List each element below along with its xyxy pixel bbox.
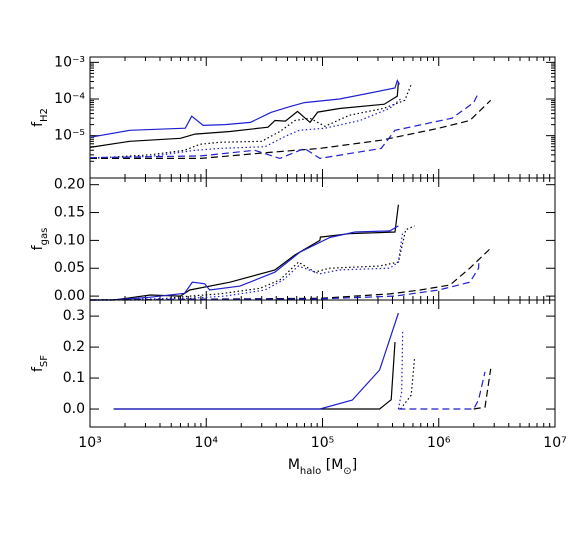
x-tick-label: 10³ (78, 435, 101, 451)
plot-frame (89, 177, 556, 301)
series-line (90, 225, 415, 301)
series-line (89, 247, 492, 301)
series-line (89, 231, 404, 301)
y-tick-label: 0.10 (54, 232, 85, 248)
x-axis-label-part: [M (321, 457, 343, 473)
x-tick-label: 10⁶ (427, 435, 451, 451)
x-tick-label: 10⁴ (195, 435, 219, 451)
series-line (473, 368, 492, 410)
y-tick-label: 0.1 (63, 370, 85, 386)
x-tick-label: 10⁵ (311, 435, 334, 451)
y-tick-label: 0.2 (63, 339, 85, 355)
series-line (89, 98, 401, 159)
y-tick-label: 0.00 (54, 288, 85, 304)
y-tick-label: 0.20 (54, 177, 85, 193)
y-axis-label-part: gas (39, 228, 50, 246)
series-line (397, 329, 404, 410)
y-tick-label: 10⁻⁴ (54, 91, 85, 107)
y-axis-label: fgas (30, 228, 50, 251)
series-line (113, 312, 399, 410)
plot-frame (89, 56, 556, 179)
x-tick-label: 10⁷ (543, 435, 566, 451)
series-line (90, 204, 399, 301)
series-line (89, 263, 480, 301)
series-line (89, 78, 401, 138)
y-axis-label: fH2 (30, 108, 50, 127)
x-axis-label-part: M (288, 457, 300, 473)
y-axis-label-part: H2 (39, 108, 50, 122)
series-line (89, 84, 412, 159)
y-tick-label: 0.3 (63, 308, 85, 324)
y-axis-label-part: f (30, 121, 46, 127)
y-tick-label: 10⁻³ (54, 54, 85, 70)
series-line (89, 92, 480, 160)
y-tick-label: 0.05 (54, 260, 85, 276)
y-tick-label: 0.0 (63, 401, 85, 417)
y-axis-label-part: SF (39, 355, 50, 367)
x-axis-label-part: ⊙ (343, 466, 351, 477)
series-line (400, 357, 416, 410)
y-axis-label-part: f (30, 244, 46, 250)
x-axis-label: Mhalo [M⊙] (288, 457, 357, 477)
y-tick-label: 10⁻⁵ (54, 128, 85, 144)
series-line (90, 225, 399, 301)
series-line (90, 99, 492, 159)
y-axis-label: fSF (30, 355, 50, 372)
series-line (89, 82, 399, 148)
x-axis-label-part: halo (300, 466, 321, 477)
y-axis-label-part: f (30, 366, 46, 372)
series-line (398, 371, 486, 410)
y-tick-label: 0.15 (54, 205, 85, 221)
x-axis-label-part: ] (352, 457, 357, 473)
